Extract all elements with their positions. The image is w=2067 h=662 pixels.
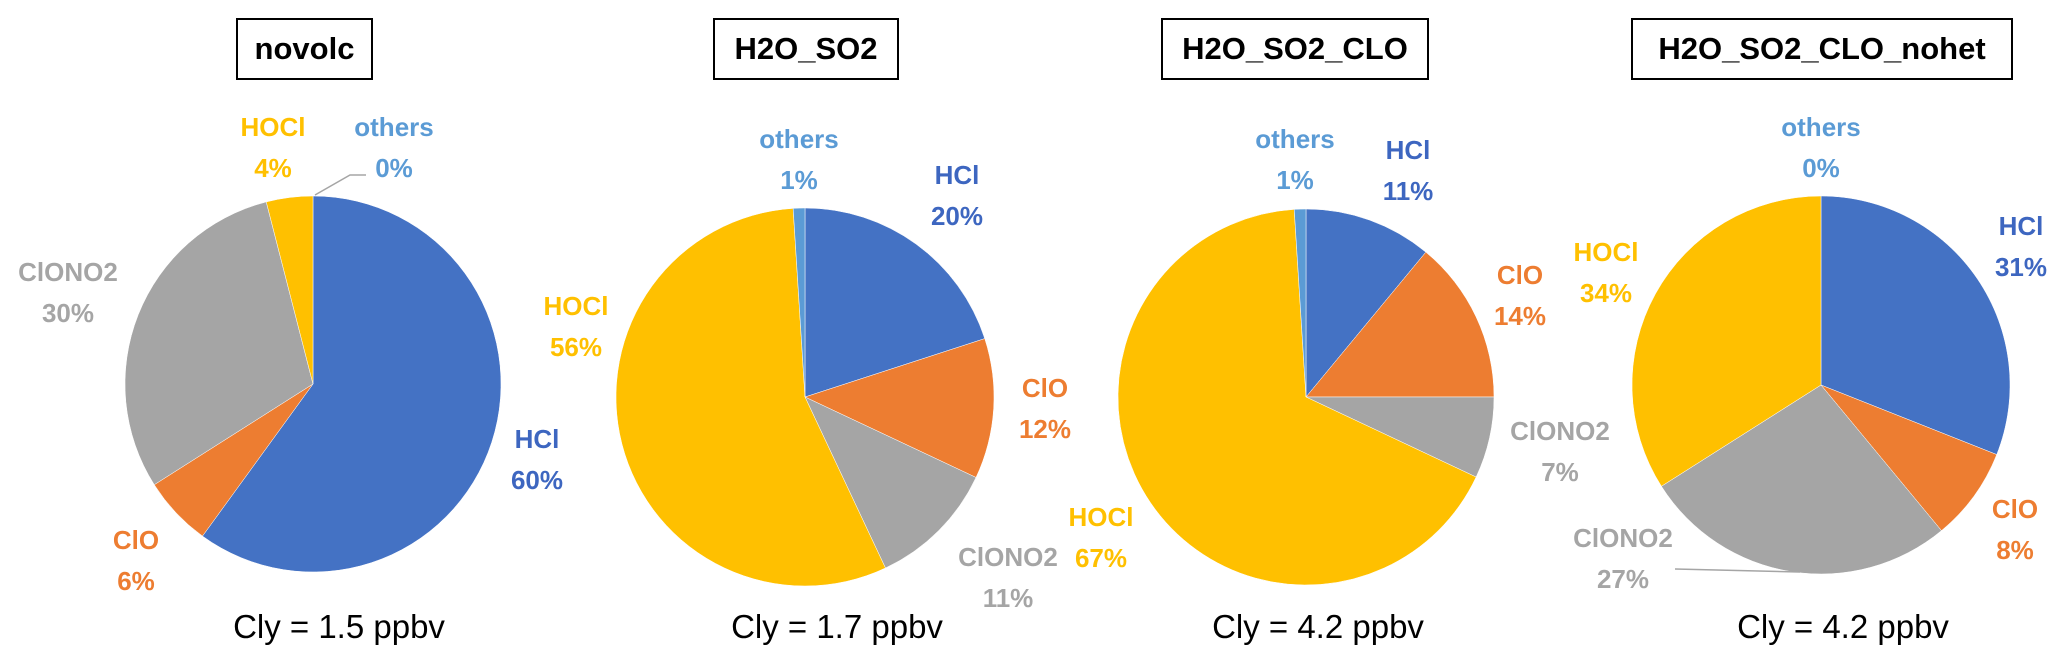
title-text: H2O_SO2_CLO_nohet <box>1658 31 1986 66</box>
slice-percent-clo: 8% <box>1996 535 2034 565</box>
slice-label-clono2: ClONO2 <box>958 542 1058 572</box>
chart-title-h2o-so2-clo-nohet: H2O_SO2_CLO_nohet <box>1631 18 2013 80</box>
slice-label-clo: ClO <box>1497 260 1543 290</box>
slice-label-clo: ClO <box>1992 494 2038 524</box>
slice-percent-others: 1% <box>1276 165 1314 195</box>
slice-label-others: others <box>1255 124 1334 154</box>
slice-percent-others: 0% <box>1802 153 1840 183</box>
cly-caption: Cly = 1.5 ppbv <box>233 608 445 645</box>
leader-line <box>1674 568 1801 573</box>
slice-percent-hcl: 20% <box>931 201 983 231</box>
slice-percent-others: 0% <box>375 153 413 183</box>
cly-caption: Cly = 1.7 ppbv <box>731 608 943 645</box>
slice-percent-others: 1% <box>780 165 818 195</box>
pie-slice-hocl <box>1117 209 1477 586</box>
slice-percent-hocl: 4% <box>254 153 292 183</box>
leader-line <box>314 174 366 196</box>
slice-percent-hcl: 60% <box>511 465 563 495</box>
pie-slice-hocl <box>615 208 886 587</box>
slice-label-clono2: ClONO2 <box>1510 416 1610 446</box>
chart-title-h2o-so2-clo: H2O_SO2_CLO <box>1161 18 1429 80</box>
slice-percent-clo: 12% <box>1019 414 1071 444</box>
slice-label-clo: ClO <box>113 525 159 555</box>
slice-percent-clono2: 7% <box>1541 457 1579 487</box>
pie-slice-hcl <box>804 207 986 398</box>
pie-slice-clono2 <box>804 396 977 569</box>
pie-slice-hcl <box>1305 208 1427 398</box>
pie-slice-hocl <box>265 195 314 385</box>
cly-caption: Cly = 4.2 ppbv <box>1737 608 1949 645</box>
pie-slice-clo <box>1305 251 1495 398</box>
slice-percent-hocl: 56% <box>550 332 602 362</box>
slice-label-hocl: HOCl <box>1574 237 1639 267</box>
slice-label-others: others <box>759 124 838 154</box>
pie-slice-hcl <box>202 195 502 573</box>
slice-label-hcl: HCl <box>1386 135 1431 165</box>
slice-percent-hocl: 34% <box>1580 278 1632 308</box>
cly-caption: Cly = 4.2 ppbv <box>1212 608 1424 645</box>
chart-title-h2o-so2: H2O_SO2 <box>713 18 899 80</box>
slice-percent-clono2: 27% <box>1597 564 1649 594</box>
pie-slice-others <box>1293 208 1307 398</box>
pie-slice-clo <box>804 338 995 478</box>
pie-slice-others <box>792 207 806 398</box>
slice-label-clono2: ClONO2 <box>18 257 118 287</box>
pie-slice-hocl <box>1631 195 1822 487</box>
slice-label-others: others <box>1781 112 1860 142</box>
slice-percent-hcl: 11% <box>1383 176 1434 206</box>
slice-label-others: others <box>354 112 433 142</box>
chart-title-novolc: novolc <box>236 18 373 80</box>
title-text: H2O_SO2 <box>734 31 878 66</box>
slice-label-clono2: ClONO2 <box>1573 523 1673 553</box>
slice-label-hcl: HCl <box>1999 211 2044 241</box>
slice-label-hocl: HOCl <box>241 112 306 142</box>
slice-label-hcl: HCl <box>935 160 980 190</box>
pie-slice-hcl <box>1820 195 2011 455</box>
pie-slice-clono2 <box>124 201 314 486</box>
slice-percent-clo: 14% <box>1494 301 1546 331</box>
pie-slice-clo <box>1820 384 1998 531</box>
slice-label-hocl: HOCl <box>544 291 609 321</box>
slice-label-clo: ClO <box>1022 373 1068 403</box>
title-text: H2O_SO2_CLO <box>1182 31 1408 66</box>
slice-percent-hocl: 67% <box>1075 543 1127 573</box>
slice-percent-clo: 6% <box>117 566 155 596</box>
title-text: novolc <box>254 31 355 66</box>
slice-label-hcl: HCl <box>515 424 560 454</box>
slice-label-hocl: HOCl <box>1069 502 1134 532</box>
slice-percent-clono2: 11% <box>983 583 1034 613</box>
slice-percent-hcl: 31% <box>1995 252 2047 282</box>
slice-percent-clono2: 30% <box>42 298 94 328</box>
